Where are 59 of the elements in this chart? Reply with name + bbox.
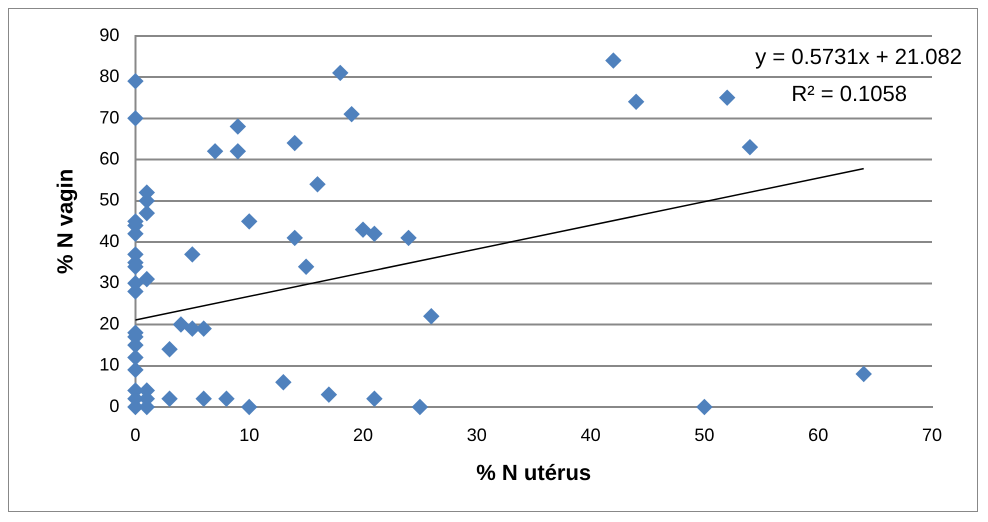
point: [127, 362, 144, 378]
point: [366, 390, 382, 407]
point: [298, 258, 314, 275]
point: [366, 226, 382, 242]
x-tick-label: 10: [239, 424, 260, 445]
point: [309, 176, 326, 192]
point: [241, 213, 258, 230]
point: [127, 350, 144, 366]
point: [355, 222, 372, 238]
point: [127, 110, 144, 126]
point: [423, 308, 440, 324]
y-tick-label: 70: [99, 107, 120, 128]
point: [286, 230, 303, 246]
point: [275, 374, 292, 390]
point: [207, 143, 224, 160]
y-tick-label: 80: [99, 66, 120, 86]
annotation: R² = 0.1058: [791, 80, 907, 106]
y-tick-label: 0: [109, 396, 120, 416]
point: [230, 118, 246, 135]
point: [742, 139, 758, 156]
x-tick-label: 70: [922, 424, 942, 445]
point: [412, 399, 428, 415]
x-tick-label: 30: [466, 424, 487, 445]
point: [605, 52, 622, 69]
point: [218, 390, 234, 407]
point: [241, 399, 258, 415]
point: [138, 205, 155, 222]
y-tick-label: 90: [99, 24, 120, 45]
x-tick-label: 40: [580, 424, 601, 445]
point: [196, 390, 212, 407]
annotation: y = 0.5731x + 21.082: [755, 44, 962, 69]
x-tick-label: 0: [130, 424, 140, 445]
x-tick-label: 20: [353, 424, 374, 445]
x-tick-label: 50: [694, 424, 714, 445]
point: [127, 73, 144, 90]
y-tick-label: 60: [99, 148, 120, 168]
point: [162, 341, 178, 358]
point: [230, 143, 246, 160]
point: [344, 106, 360, 122]
point: [320, 386, 337, 403]
point: [719, 90, 736, 106]
y-tick-label: 50: [99, 190, 120, 210]
point: [162, 390, 178, 407]
point: [172, 316, 189, 333]
point: [184, 246, 200, 262]
y-axis-title: % N vagin: [52, 168, 78, 274]
point: [628, 94, 644, 110]
y-tick-label: 30: [99, 272, 120, 292]
point: [332, 64, 348, 81]
point: [400, 230, 417, 246]
point: [696, 399, 712, 415]
x-tick-label: 60: [808, 424, 828, 445]
y-tick-label: 10: [99, 354, 120, 375]
point: [138, 271, 155, 288]
y-tick-label: 40: [99, 230, 120, 251]
x-axis-title: % N utérus: [476, 460, 592, 485]
y-tick-label: 20: [99, 313, 120, 334]
point: [286, 135, 303, 152]
point: [856, 366, 872, 382]
